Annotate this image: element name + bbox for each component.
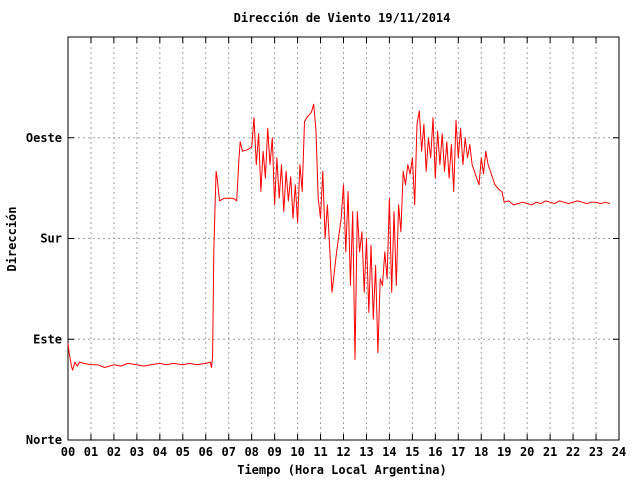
x-axis-label: Tiempo (Hora Local Argentina) xyxy=(237,463,447,477)
x-tick-label: 03 xyxy=(130,445,144,459)
x-tick-label: 22 xyxy=(566,445,580,459)
x-tick-label: 09 xyxy=(267,445,281,459)
x-tick-label: 05 xyxy=(176,445,190,459)
y-axis: Norte Este Sur Oeste xyxy=(26,131,619,447)
x-tick-label: 20 xyxy=(520,445,534,459)
x-tick-label: 23 xyxy=(589,445,603,459)
x-tick-label: 17 xyxy=(451,445,465,459)
x-tick-label: 11 xyxy=(313,445,327,459)
grid xyxy=(68,37,619,440)
x-tick-label: 04 xyxy=(153,445,167,459)
y-tick-label: Norte xyxy=(26,433,62,447)
y-axis-label: Dirección xyxy=(5,206,19,271)
y-tick-label: Oeste xyxy=(26,131,62,145)
x-tick-label: 07 xyxy=(221,445,235,459)
x-tick-label: 08 xyxy=(244,445,258,459)
x-tick-label: 00 xyxy=(61,445,75,459)
series-line xyxy=(67,103,610,371)
x-tick-label: 02 xyxy=(107,445,121,459)
series-group xyxy=(67,103,610,371)
x-tick-label: 21 xyxy=(543,445,557,459)
x-tick-label: 01 xyxy=(84,445,98,459)
y-tick-label: Este xyxy=(33,332,62,346)
x-tick-label: 16 xyxy=(428,445,442,459)
x-tick-label: 13 xyxy=(359,445,373,459)
x-tick-label: 14 xyxy=(382,445,396,459)
x-tick-label: 19 xyxy=(497,445,511,459)
x-tick-label: 12 xyxy=(336,445,350,459)
x-tick-label: 24 xyxy=(612,445,626,459)
x-tick-label: 10 xyxy=(290,445,304,459)
y-tick-label: Sur xyxy=(40,232,62,246)
chart-title: Dirección de Viento 19/11/2014 xyxy=(234,11,451,25)
x-axis: 00 01 02 03 04 05 06 07 08 09 10 11 12 13 14 15 16 17 18 19… xyxy=(61,37,626,459)
x-tick-label: 06 xyxy=(199,445,213,459)
x-tick-label: 18 xyxy=(474,445,488,459)
x-tick-label: 15 xyxy=(405,445,419,459)
